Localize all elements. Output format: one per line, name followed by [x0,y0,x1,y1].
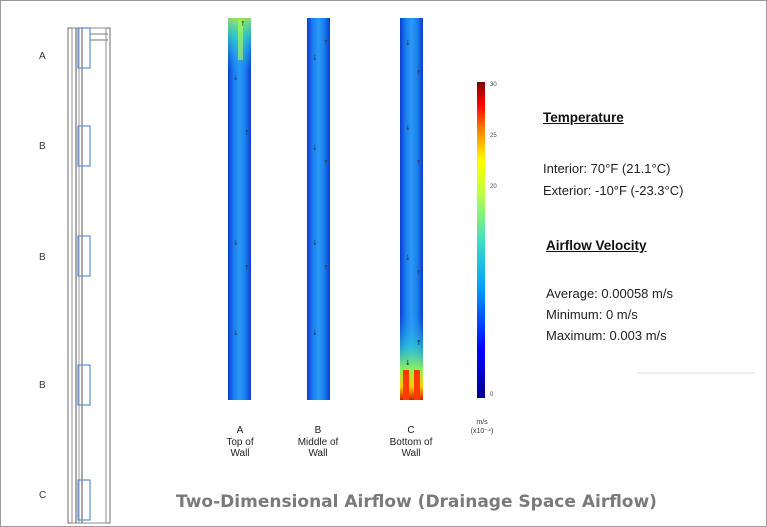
interior-temperature: Interior: 70°F (21.1°C) [543,161,671,176]
column-letter: C [407,425,415,436]
section-letter: B [39,380,46,391]
wall-section-elevation [67,27,111,524]
colorbar-tick: 30 [490,82,497,88]
svg-text:↓: ↓ [233,329,239,337]
airflow-minimum: Minimum: 0 m/s [546,307,638,322]
colorbar-unit-line1: m/s [476,419,488,426]
svg-text:↓: ↓ [405,124,411,132]
airflow-average: Average: 0.00058 m/s [546,286,673,301]
svg-text:↑: ↑ [323,39,329,47]
svg-text:↓: ↓ [233,239,239,247]
svg-text:↑: ↑ [240,20,246,28]
airflow-maximum: Maximum: 0.003 m/s [546,328,667,343]
airflow-heading: Airflow Velocity [546,238,647,253]
velocity-strip-top: ↑ ↓ ↑ ↓ ↑ ↓ [228,18,251,400]
svg-text:↑: ↑ [244,264,250,272]
column-caption-line: Top of [226,436,254,448]
svg-text:↓: ↓ [405,254,411,262]
figure-title: Two-Dimensional Airflow (Drainage Space … [176,492,657,512]
section-letter: B [39,252,46,263]
svg-text:↓: ↓ [405,39,411,47]
column-caption-bottom: C Bottom of Wall [376,425,446,460]
column-caption-line: Middle of [297,436,339,448]
airflow-info: Average: 0.00058 m/s Minimum: 0 m/s Maxi… [546,283,673,346]
column-caption-line: Wall [230,448,250,459]
section-letter: B [39,141,46,152]
column-caption-line: Wall [401,448,421,459]
svg-text:↑: ↑ [416,339,422,347]
column-letter: B [314,425,322,436]
colorbar-unit: m/s (x10⁻⁴) [465,418,499,436]
svg-text:↓: ↓ [312,329,318,337]
column-letter: A [236,425,244,436]
temperature-heading: Temperature [543,110,624,125]
svg-text:↑: ↑ [323,264,329,272]
column-caption-middle: B Middle of Wall [283,425,353,460]
colorbar-tick: 25 [490,133,497,139]
colorbar [477,82,485,398]
temperature-info: Interior: 70°F (21.1°C) Exterior: -10°F … [543,158,683,202]
svg-text:↑: ↑ [323,159,329,167]
section-letter: A [39,51,46,62]
column-caption-line: Wall [308,448,328,459]
svg-text:↓: ↓ [312,144,318,152]
column-caption-line: Bottom of [389,436,433,448]
colorbar-tick: 20 [490,184,497,190]
svg-text:↑: ↑ [416,269,422,277]
svg-text:↓: ↓ [312,54,318,62]
svg-text:↑: ↑ [244,129,250,137]
column-caption-top: A Top of Wall [205,425,275,460]
svg-text:↓: ↓ [405,359,411,367]
svg-text:↓: ↓ [233,74,239,82]
section-letter: C [39,490,47,501]
velocity-strip-bottom: ↓ ↑ ↓ ↑ ↓ ↑ ↓ ↑ [400,18,423,400]
colorbar-tick: 0 [490,392,494,398]
svg-text:↑: ↑ [416,159,422,167]
svg-text:↑: ↑ [416,69,422,77]
velocity-strip-middle: ↓ ↑ ↓ ↑ ↓ ↑ ↓ [307,18,330,400]
colorbar-unit-line2: (x10⁻⁴) [470,428,494,435]
exterior-temperature: Exterior: -10°F (-23.3°C) [543,183,684,198]
svg-text:↓: ↓ [312,239,318,247]
